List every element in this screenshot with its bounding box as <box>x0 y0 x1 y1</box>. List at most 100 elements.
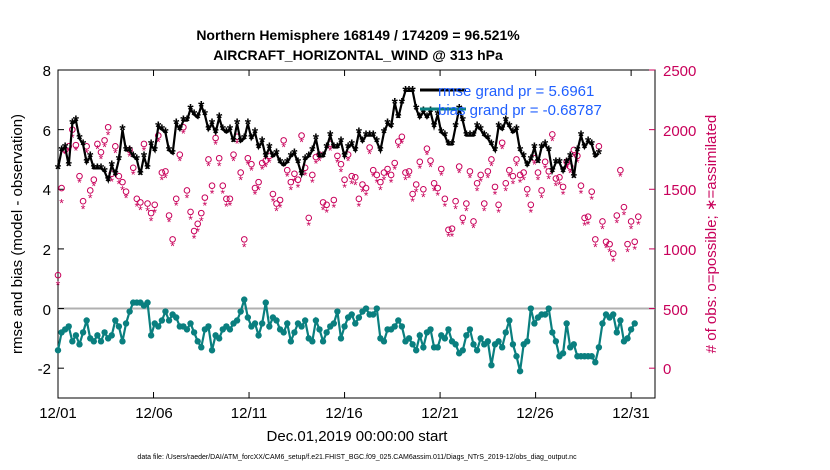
legend-rmse-label: rmse grand pr = 5.6961 <box>438 83 594 100</box>
obs-possible-point <box>248 160 255 168</box>
bias-point <box>255 332 262 339</box>
bias-point <box>466 326 474 333</box>
obs-possible-point <box>527 201 535 209</box>
obs-possible-point <box>255 178 262 186</box>
obs-assimilated-point: * <box>242 241 247 255</box>
bias-point <box>531 320 538 327</box>
obs-possible-point <box>584 213 592 221</box>
obs-assimilated-point: * <box>195 225 200 239</box>
obs-possible-point <box>244 154 252 162</box>
rmse-point: * <box>238 135 245 152</box>
bias-point <box>459 347 466 354</box>
obs-possible-point <box>609 250 617 257</box>
bias-point <box>463 332 470 339</box>
bias-point <box>205 323 212 330</box>
rmse-point: * <box>91 161 98 178</box>
data-file-footer: data file: /Users/raeder/DAI/ATM_forcXX/… <box>137 454 577 461</box>
rmse-point: * <box>162 126 169 143</box>
bias-point <box>101 329 108 336</box>
obs-assimilated-point: * <box>109 175 114 189</box>
bias-point <box>72 332 80 339</box>
obs-assimilated-point: * <box>131 168 136 182</box>
rmse-point: * <box>478 123 485 140</box>
obs-assimilated-point: * <box>464 205 469 219</box>
obs-assimilated-point: * <box>199 214 204 228</box>
obs-assimilated-point: * <box>400 137 405 151</box>
obs-possible-point <box>201 194 209 201</box>
obs-possible-point <box>391 159 399 167</box>
bias-point <box>112 317 119 324</box>
rmse-point: * <box>180 114 187 131</box>
rmse-point: * <box>528 152 535 169</box>
rmse-series: ****************************************… <box>55 84 603 190</box>
y-right-tick-labels: 0 500 1000 1500 2000 2500 <box>663 63 696 378</box>
obs-assimilated-point: * <box>281 140 286 154</box>
obs-possible-point <box>97 148 105 156</box>
obs-possible-point <box>273 200 280 207</box>
obs-assimilated-point: * <box>321 204 326 218</box>
rmse-point: * <box>470 129 477 146</box>
bias-point <box>266 323 273 330</box>
bias-point <box>190 329 198 336</box>
rmse-point: * <box>134 152 141 169</box>
rmse-point: * <box>438 126 445 143</box>
obs-possible-point <box>412 181 420 188</box>
obs-possible-point <box>592 236 599 243</box>
rmse-point: * <box>288 149 295 166</box>
y-left-tick-label: -2 <box>38 361 51 378</box>
obs-possible-point <box>384 165 391 173</box>
bias-point <box>187 320 194 327</box>
obs-assimilated-point: * <box>486 171 491 185</box>
obs-possible-point <box>223 195 230 203</box>
obs-possible-point <box>437 165 445 173</box>
rmse-point: * <box>119 123 126 140</box>
obs-possible-point <box>94 140 101 148</box>
rmse-point: * <box>488 138 495 155</box>
obs-assimilated-point: * <box>102 140 107 154</box>
rmse-point: * <box>202 108 209 125</box>
y-left-tick-label: 2 <box>43 242 51 259</box>
bias-point <box>198 344 205 351</box>
bias-point <box>441 335 449 342</box>
rmse-point: * <box>191 108 198 125</box>
obs-possible-point <box>348 172 356 180</box>
obs-assimilated-point: * <box>417 162 422 176</box>
rmse-point: * <box>284 155 291 172</box>
obs-possible-point <box>459 214 467 222</box>
bias-point <box>183 326 191 333</box>
bias-point <box>319 338 327 345</box>
rmse-point: * <box>567 149 574 166</box>
obs-possible-point <box>352 174 359 181</box>
rmse-point: * <box>177 123 184 140</box>
bias-point <box>362 305 370 312</box>
obs-possible-point <box>495 201 502 209</box>
bias-point <box>126 308 133 315</box>
obs-assimilated-point: * <box>432 184 437 198</box>
rmse-point: * <box>564 155 571 172</box>
obs-assimilated-point: * <box>228 199 233 213</box>
rmse-point: * <box>485 132 492 149</box>
obs-possible-point <box>502 180 510 187</box>
bias-point <box>420 344 427 351</box>
rmse-point: * <box>144 161 151 178</box>
obs-possible-point <box>541 158 549 166</box>
obs-possible-point <box>509 172 517 180</box>
obs-possible-point <box>480 200 488 207</box>
obs-assimilated-point: * <box>113 146 118 160</box>
rmse-point: * <box>327 129 334 146</box>
obs-possible-point <box>133 195 141 203</box>
obs-possible-point <box>498 139 506 147</box>
obs-possible-point <box>291 170 298 178</box>
obs-possible-point <box>119 178 126 186</box>
rmse-point: * <box>255 141 262 158</box>
obs-possible-point <box>169 236 176 243</box>
bias-point <box>563 320 570 327</box>
y-left-tick-label: 8 <box>43 63 51 80</box>
obs-possible-point <box>101 137 108 144</box>
bias-point <box>541 311 549 318</box>
obs-assimilated-point: * <box>550 134 555 148</box>
bias-point <box>79 329 87 336</box>
obs-possible-point <box>387 171 395 179</box>
bias-point <box>617 317 624 324</box>
obs-assimilated-point: * <box>210 187 215 201</box>
